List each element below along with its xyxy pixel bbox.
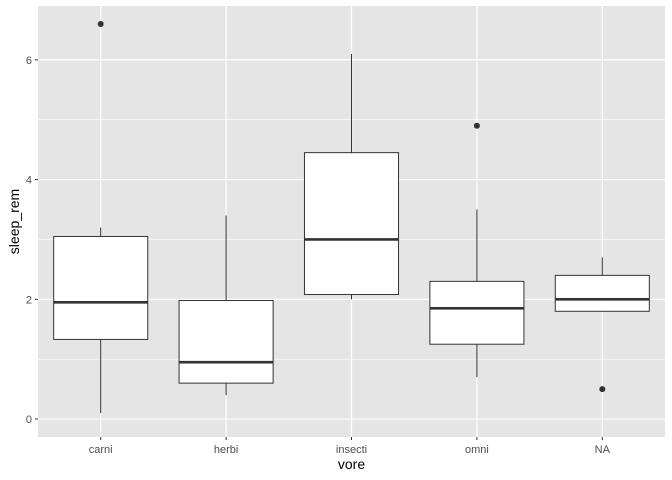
box-NA: [554, 257, 650, 393]
box-omni: [429, 122, 525, 378]
iqr-box: [178, 300, 274, 384]
iqr-box: [303, 152, 400, 296]
y-tick-label: 6: [26, 55, 32, 67]
outlier-point: [97, 20, 104, 27]
x-tick-label: NA: [595, 444, 611, 456]
x-tick-label: carni: [89, 444, 113, 456]
iqr-box: [554, 274, 650, 312]
iqr-box: [53, 235, 149, 340]
axis-layer: 0 2 4 6 carni herbi insecti omni NA: [26, 55, 611, 456]
x-tick-label: insecti: [336, 444, 367, 456]
y-tick-label: 0: [26, 414, 32, 426]
box-insecti: [303, 53, 400, 300]
x-tick-label: herbi: [214, 444, 238, 456]
box-layer: [53, 20, 650, 414]
iqr-box: [429, 280, 525, 345]
box-carni: [53, 20, 149, 414]
x-axis-title: vore: [338, 456, 365, 472]
outlier-point: [473, 122, 480, 129]
outlier-point: [599, 386, 606, 393]
x-tick-label: omni: [465, 444, 489, 456]
y-tick-label: 4: [26, 175, 32, 187]
box-herbi: [178, 215, 274, 396]
y-tick-label: 2: [26, 294, 32, 306]
y-axis-title: sleep_rem: [6, 189, 22, 254]
